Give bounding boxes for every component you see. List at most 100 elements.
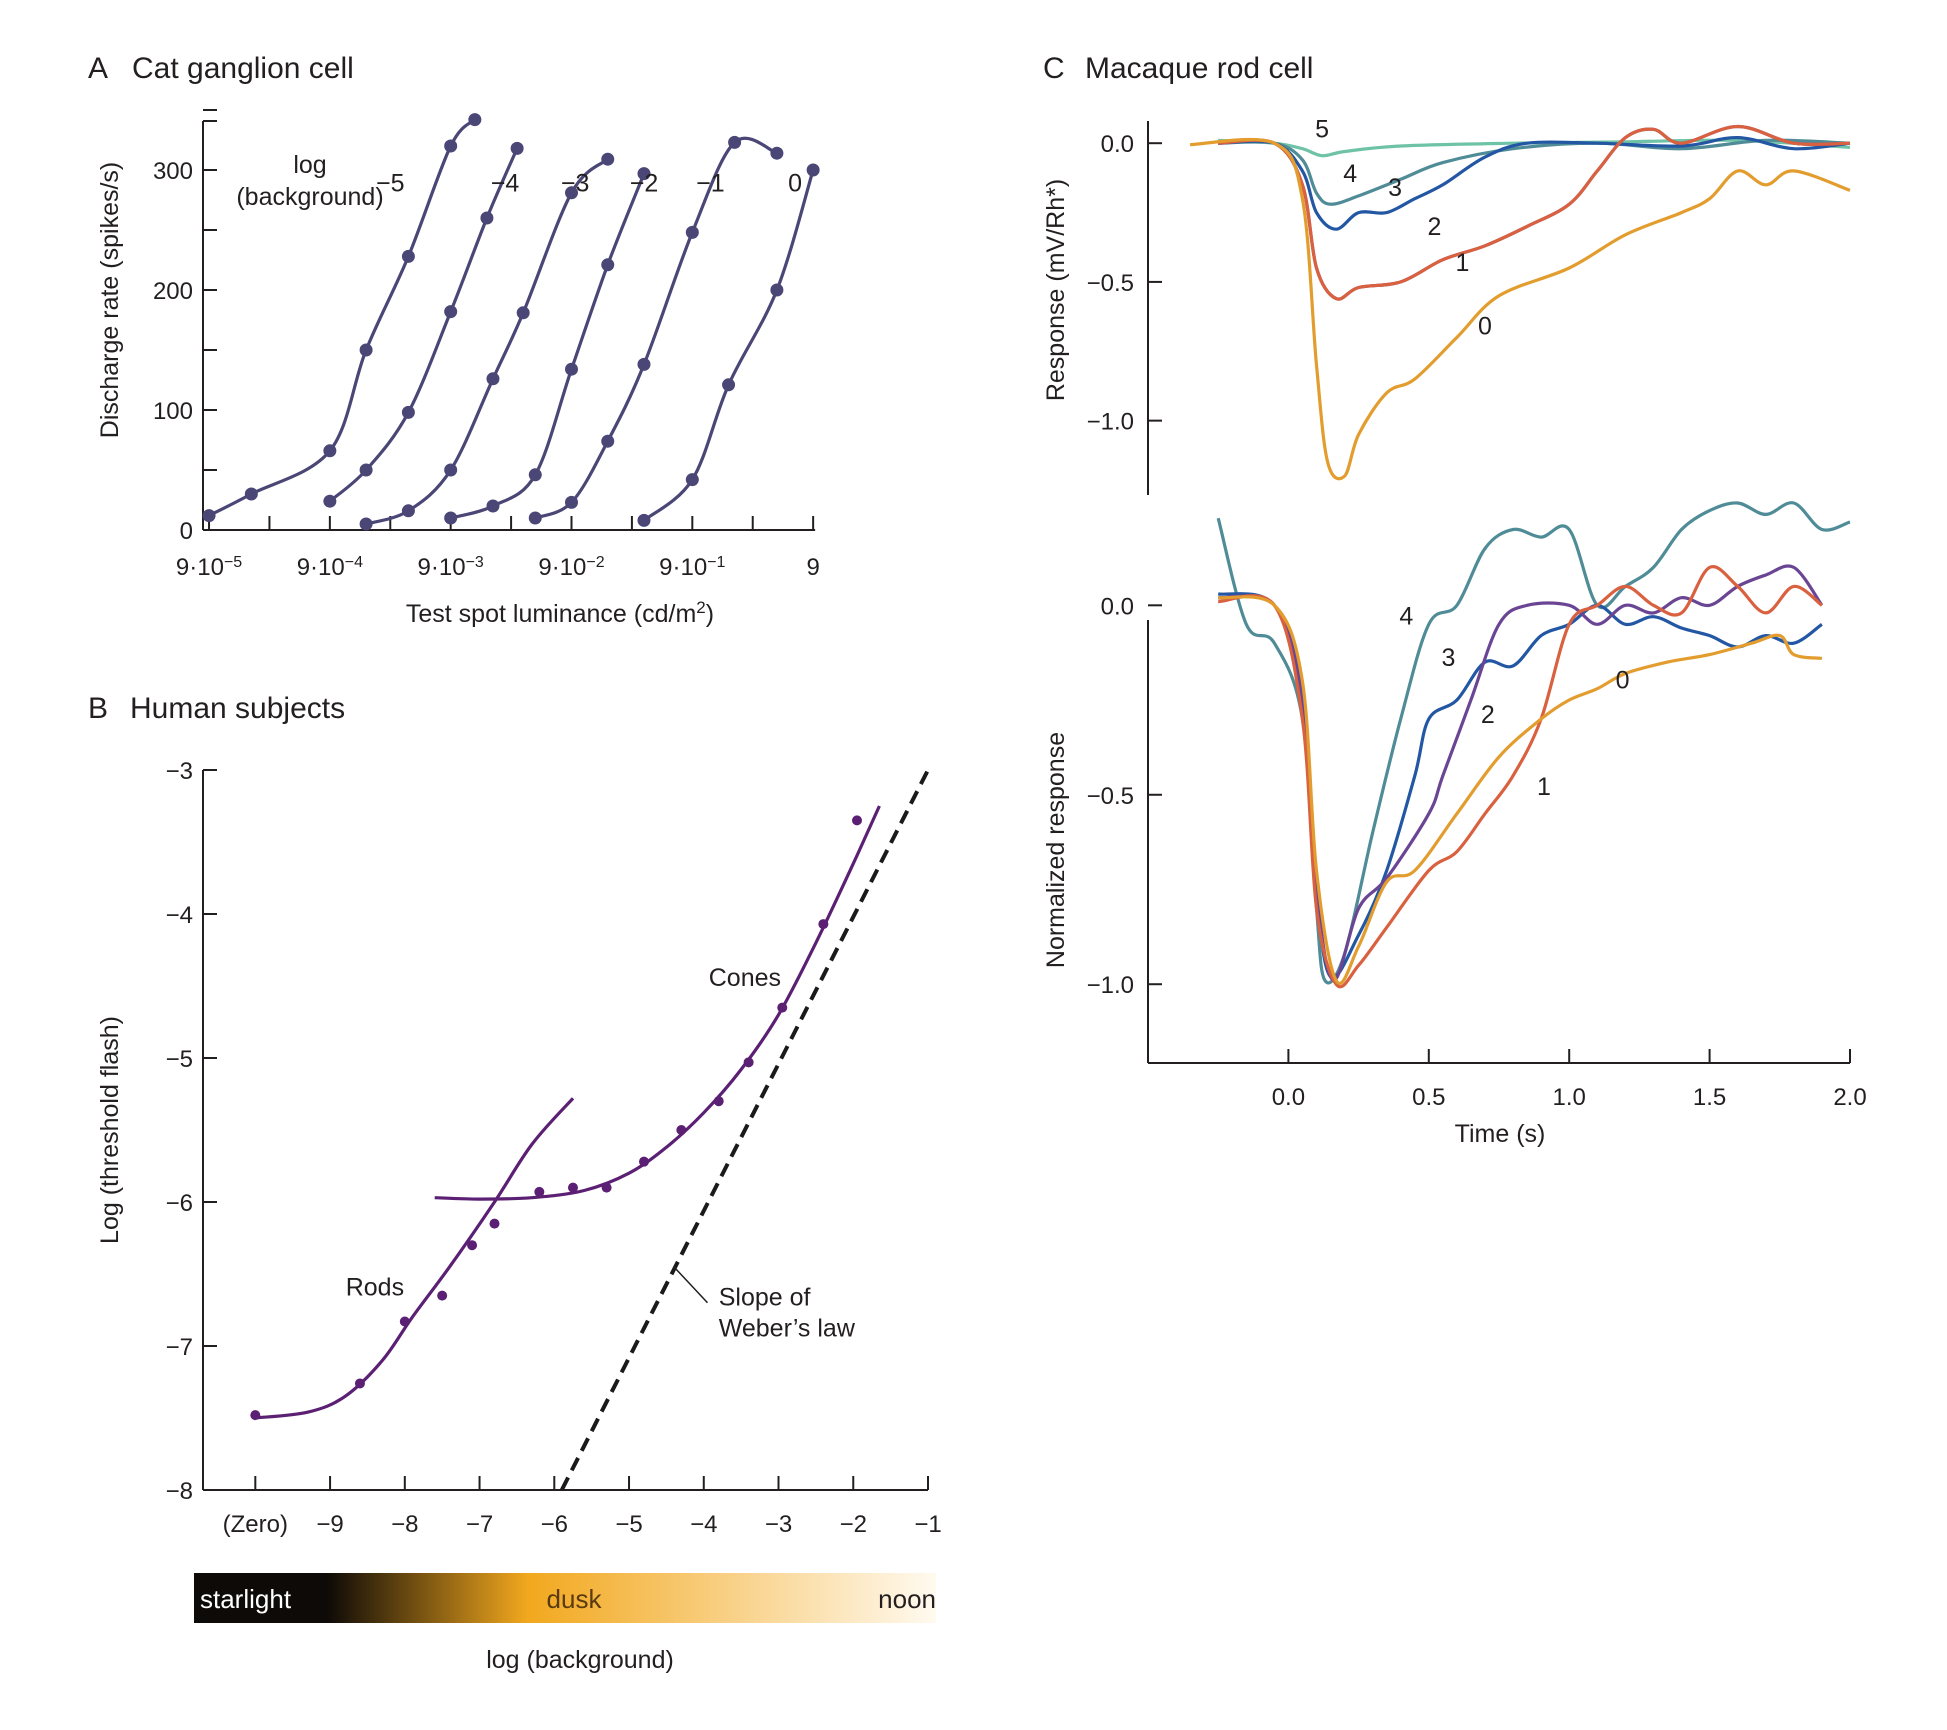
panel-b-xlabel: log (background) xyxy=(486,1646,674,1674)
a-data-point xyxy=(601,434,615,448)
b-data-point xyxy=(743,1057,754,1068)
panel-b-title: Human subjects xyxy=(130,692,345,725)
a-data-point xyxy=(468,113,482,127)
a-series-label: −5 xyxy=(376,170,405,198)
b-x-tick-label: −4 xyxy=(690,1511,717,1538)
a-series-label: −4 xyxy=(491,170,520,198)
b-x-tick-label: −8 xyxy=(391,1511,418,1538)
a-data-point xyxy=(770,283,784,297)
a-x-tick-label: 9 xyxy=(806,554,819,581)
a-data-point xyxy=(528,468,542,482)
a-data-point xyxy=(637,357,651,371)
c1-series-line xyxy=(1218,124,1851,301)
b-data-point xyxy=(777,1002,788,1013)
a-data-point xyxy=(359,343,373,357)
c2-y-tick-label: −0.5 xyxy=(1087,783,1134,810)
b-x-tick-label: −1 xyxy=(914,1511,941,1538)
a-y-tick-label: 300 xyxy=(153,158,193,185)
panel-c2-ylabel: Normalized response xyxy=(1042,732,1070,968)
weber-label-line: Slope of xyxy=(719,1284,811,1312)
b-x-tick-label: −2 xyxy=(840,1511,867,1538)
a-data-point xyxy=(806,163,820,177)
a-y-tick-label: 200 xyxy=(153,278,193,305)
b-data-point xyxy=(851,815,862,826)
a-data-point xyxy=(510,141,524,155)
c2-series-label: 3 xyxy=(1442,644,1456,672)
a-data-point xyxy=(601,258,615,272)
c1-series-label: 5 xyxy=(1315,116,1329,144)
a-data-point xyxy=(565,362,578,376)
panel-a-xlabel-end: ) xyxy=(706,600,714,628)
a-x-tick-sup: −5 xyxy=(224,554,242,571)
b-data-point xyxy=(399,1316,410,1327)
weber-slope-line xyxy=(559,769,930,1491)
a-data-point xyxy=(480,211,494,225)
a-x-tick-label: 9·10−5 xyxy=(176,554,242,582)
a-x-tick-sup: −4 xyxy=(345,554,363,571)
panel-a-title: Cat ganglion cell xyxy=(132,52,354,85)
c1-series-line xyxy=(1218,135,1851,231)
a-data-point xyxy=(637,513,651,527)
panel-b-ylabel: Log (threshold flash) xyxy=(96,1016,124,1244)
b-x-tick-label: −5 xyxy=(615,1511,642,1538)
a-x-tick-sup: −1 xyxy=(707,554,725,571)
b-y-tick-label: −6 xyxy=(166,1190,193,1217)
c2-x-tick-label: 1.5 xyxy=(1693,1084,1726,1111)
b-x-tick-label: −6 xyxy=(541,1511,568,1538)
a-data-point xyxy=(486,499,500,513)
a-data-point xyxy=(685,473,699,487)
a-y-tick-label: 100 xyxy=(153,398,193,425)
panel-a-xlabel: Test spot luminance (cd/m2) xyxy=(406,598,714,629)
a-x-tick-sup: −3 xyxy=(466,554,484,571)
a-series-line xyxy=(208,118,476,518)
a-data-point xyxy=(685,225,699,239)
a-data-point xyxy=(401,249,415,263)
a-series-label: −1 xyxy=(696,170,725,198)
panel-a-xlabel-main: Test spot luminance (cd/m xyxy=(406,600,696,628)
c2-series-label: 1 xyxy=(1537,773,1551,801)
a-data-point xyxy=(486,372,500,386)
c2-x-tick-label: 0.0 xyxy=(1272,1084,1305,1111)
b-data-point xyxy=(713,1096,724,1107)
a-x-tick-base: 9·10 xyxy=(659,554,707,581)
a-data-point xyxy=(601,152,615,166)
a-x-tick-label: 9·10−1 xyxy=(659,554,725,582)
panel-b-letter: B xyxy=(88,692,108,725)
b-data-point xyxy=(467,1240,478,1251)
b-data-point xyxy=(534,1186,545,1197)
a-data-point xyxy=(323,494,337,508)
b-y-tick-label: −3 xyxy=(166,758,193,785)
a-x-tick-sup: −2 xyxy=(586,554,604,571)
c1-series-label: 2 xyxy=(1427,213,1441,241)
a-data-point xyxy=(637,167,651,181)
a-data-point xyxy=(444,305,458,319)
a-data-point xyxy=(323,444,337,458)
a-data-point xyxy=(770,146,784,160)
panel-a-xlabel-sup: 2 xyxy=(696,598,705,617)
a-data-point xyxy=(722,378,736,392)
a-data-point xyxy=(565,186,578,200)
c2-series-line xyxy=(1216,501,1851,985)
c2-x-tick-label: 0.5 xyxy=(1412,1084,1445,1111)
a-y-tick-label: 0 xyxy=(180,518,193,545)
panel-a-letter: A xyxy=(88,52,108,85)
c1-series-line xyxy=(1218,138,1851,158)
cones-label: Cones xyxy=(709,964,781,992)
panel-c2-plot: 0.0 −0.5 −1.0 0.0 0.5 1.0 1.5 2.0 4 3 2 1 0 xyxy=(1087,501,1867,1111)
a-x-tick-base: 9·10 xyxy=(538,554,586,581)
b-data-point xyxy=(250,1410,261,1421)
bar-label-starlight: starlight xyxy=(200,1584,292,1614)
panel-a-ylabel: Discharge rate (spikes/s) xyxy=(96,162,124,438)
cone-fit-curve xyxy=(434,805,881,1201)
a-x-tick-label: 9·10−4 xyxy=(297,554,363,582)
b-data-point xyxy=(354,1378,365,1389)
a-x-tick-base: 9·10 xyxy=(297,554,345,581)
a-x-tick-base: 9·10 xyxy=(418,554,466,581)
b-data-point xyxy=(489,1218,500,1229)
b-x-tick-label: (Zero) xyxy=(223,1511,288,1538)
a-data-point xyxy=(528,511,542,525)
c1-series-label: 4 xyxy=(1343,160,1357,188)
a-data-point xyxy=(202,509,216,523)
